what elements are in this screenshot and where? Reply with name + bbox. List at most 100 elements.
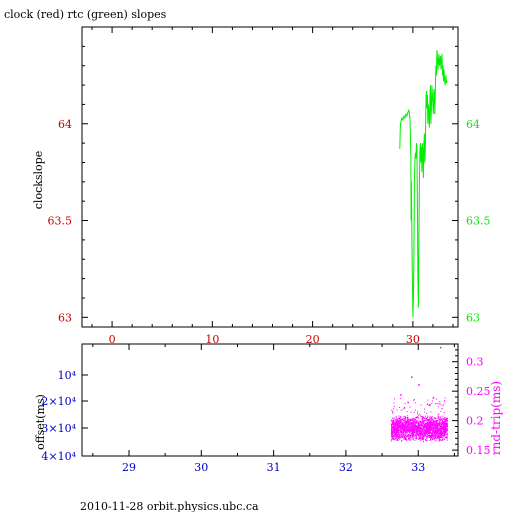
rnd-trip-point xyxy=(431,423,433,425)
rnd-trip-point xyxy=(430,424,432,426)
rnd-trip-point xyxy=(424,430,426,432)
rnd-trip-outlier xyxy=(418,384,420,386)
rnd-trip-point xyxy=(440,424,442,425)
rnd-trip-point xyxy=(418,436,420,438)
rnd-trip-point xyxy=(414,424,416,425)
rnd-trip-point xyxy=(425,425,427,427)
rnd-trip-point xyxy=(400,416,402,418)
rnd-trip-point xyxy=(425,423,427,425)
rnd-trip-point xyxy=(436,436,438,438)
rnd-trip-point xyxy=(391,435,393,437)
rnd-trip-point xyxy=(434,436,436,438)
rnd-trip-point xyxy=(416,429,418,431)
rnd-trip-point xyxy=(430,432,432,433)
rnd-trip-point xyxy=(440,427,442,429)
rnd-trip-point xyxy=(442,418,444,420)
rnd-trip-point xyxy=(443,433,445,435)
rnd-trip-point xyxy=(415,430,417,432)
rnd-trip-point xyxy=(421,422,423,424)
rnd-trip-point xyxy=(418,434,420,436)
rnd-trip-point xyxy=(407,429,409,431)
rnd-trip-point xyxy=(443,427,445,429)
rnd-trip-point xyxy=(392,420,394,422)
rnd-trip-point xyxy=(393,431,395,432)
rnd-trip-point xyxy=(402,427,404,429)
rnd-trip-point xyxy=(414,439,416,441)
rnd-trip-point xyxy=(420,431,422,433)
rnd-trip-point xyxy=(441,424,443,426)
rnd-trip-point xyxy=(436,421,437,423)
rnd-trip-point xyxy=(392,412,393,414)
rnd-trip-point xyxy=(392,410,394,412)
rnd-trip-point xyxy=(441,421,443,423)
rnd-trip-point xyxy=(423,420,425,422)
rnd-trip-point xyxy=(438,423,440,425)
rnd-trip-point xyxy=(421,439,423,441)
rnd-trip-point xyxy=(396,422,398,424)
rnd-trip-point xyxy=(401,434,402,436)
rnd-trip-point xyxy=(437,433,439,435)
rnd-trip-point xyxy=(429,434,431,436)
rnd-trip-point xyxy=(429,431,431,433)
rnd-trip-point xyxy=(429,428,431,430)
rnd-trip-point xyxy=(446,427,447,429)
rnd-trip-point xyxy=(437,420,439,422)
rnd-trip-point xyxy=(395,419,396,421)
rnd-trip-point xyxy=(444,423,446,425)
rnd-trip-point xyxy=(426,433,428,435)
rnd-trip-point xyxy=(438,428,440,430)
rnd-trip-point xyxy=(405,428,407,430)
rnd-trip-point xyxy=(437,428,438,430)
rnd-trip-point xyxy=(391,427,393,429)
rnd-trip-point xyxy=(396,429,398,431)
bottom-y-tick-label-left: 4×10⁴ xyxy=(41,450,76,463)
rnd-trip-point xyxy=(405,424,407,426)
rnd-trip-point xyxy=(394,422,396,424)
rnd-trip-point xyxy=(391,423,393,425)
rnd-trip-point xyxy=(435,402,437,404)
rnd-trip-point xyxy=(403,420,405,422)
rnd-trip-point xyxy=(409,431,411,433)
rnd-trip-point xyxy=(433,426,434,428)
rnd-trip-point xyxy=(398,418,399,420)
rnd-trip-point xyxy=(394,422,396,424)
rnd-trip-point xyxy=(436,423,438,425)
rnd-trip-point xyxy=(406,436,408,438)
rnd-trip-point xyxy=(419,425,421,427)
rnd-trip-point xyxy=(445,437,446,438)
rnd-trip-point xyxy=(429,426,431,428)
rnd-trip-point xyxy=(426,428,428,430)
rnd-trip-point xyxy=(443,423,445,425)
rnd-trip-point xyxy=(419,420,421,422)
rnd-trip-point xyxy=(413,433,414,435)
rnd-trip-point xyxy=(426,418,428,420)
rnd-trip-point xyxy=(413,399,415,401)
rnd-trip-point xyxy=(422,432,424,434)
rnd-trip-point xyxy=(438,424,440,426)
rnd-trip-point xyxy=(414,402,416,404)
rnd-trip-point xyxy=(442,420,444,422)
rnd-trip-point xyxy=(409,425,411,427)
rnd-trip-point xyxy=(400,420,402,422)
rnd-trip-point xyxy=(420,435,422,437)
rnd-trip-point xyxy=(435,428,437,430)
rnd-trip-point xyxy=(436,427,438,429)
rnd-trip-point xyxy=(404,437,406,439)
bottom-series xyxy=(390,346,449,442)
rnd-trip-point xyxy=(393,417,395,419)
rnd-trip-point xyxy=(432,418,433,420)
rnd-trip-point xyxy=(400,431,402,433)
rnd-trip-point xyxy=(426,440,428,441)
rnd-trip-point xyxy=(393,419,395,421)
rnd-trip-point xyxy=(425,425,427,427)
rnd-trip-point xyxy=(393,422,395,424)
rnd-trip-point xyxy=(432,418,434,420)
rnd-trip-point xyxy=(434,418,436,420)
rnd-trip-point xyxy=(392,417,394,419)
rnd-trip-point xyxy=(394,398,395,400)
rnd-trip-point xyxy=(423,428,425,430)
rnd-trip-point xyxy=(424,439,426,440)
rnd-trip-point xyxy=(427,433,429,435)
rnd-trip-point xyxy=(438,403,440,405)
rnd-trip-point xyxy=(412,431,414,433)
